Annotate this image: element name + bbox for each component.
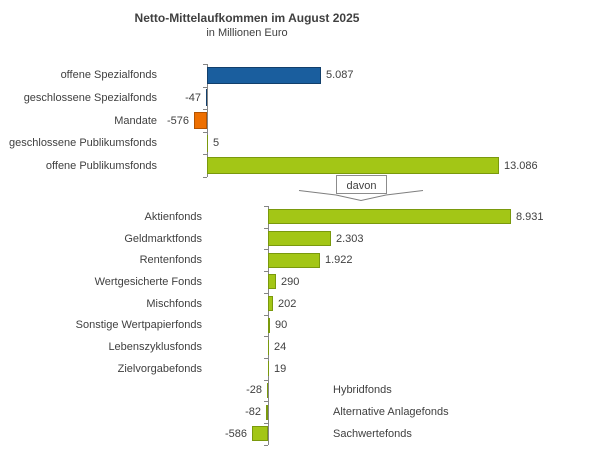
axis-tick [264, 315, 268, 316]
category-label: offene Publikumsfonds [45, 160, 157, 172]
value-label: -576 [166, 115, 189, 127]
category-label: Rentenfonds [139, 254, 202, 266]
axis-tick [264, 293, 268, 294]
value-label: 24 [274, 341, 287, 353]
category-label: Alternative Anlagefonds [333, 406, 449, 418]
bar [268, 361, 269, 376]
value-label: 290 [281, 276, 300, 288]
category-label: Mischfonds [146, 298, 202, 310]
category-label: Sachwertefonds [333, 428, 412, 440]
value-label: 5.087 [326, 69, 354, 81]
axis-tick [264, 271, 268, 272]
value-label: -82 [245, 406, 261, 418]
bar [268, 231, 331, 246]
bar [268, 209, 511, 224]
value-label: 202 [278, 298, 297, 310]
category-label: geschlossene Publikumsfonds [9, 137, 157, 149]
bar [207, 135, 208, 152]
value-label: 8.931 [516, 211, 544, 223]
bar [266, 405, 268, 420]
category-label: Geldmarktfonds [124, 233, 202, 245]
bar [268, 274, 276, 289]
category-label: Aktienfonds [144, 211, 202, 223]
bar [268, 318, 270, 333]
category-label: offene Spezialfonds [60, 69, 157, 81]
category-label: Sonstige Wertpapierfonds [75, 319, 202, 331]
value-label: -28 [246, 384, 262, 396]
value-label: 1.922 [325, 254, 353, 266]
axis-tick [203, 64, 207, 65]
value-label: 5 [213, 137, 220, 149]
axis-tick [264, 249, 268, 250]
axis-tick [264, 445, 268, 446]
axis-tick [264, 380, 268, 381]
davon-arrow-icon [298, 190, 424, 202]
bar [268, 340, 269, 355]
axis-tick [264, 358, 268, 359]
bar [267, 383, 268, 398]
axis-tick [264, 228, 268, 229]
category-label: Lebenszyklusfonds [108, 341, 202, 353]
axis-tick [203, 177, 207, 178]
davon-divider: davon [298, 175, 424, 202]
davon-label: davon [347, 180, 377, 192]
category-label: Zielvorgabefonds [117, 363, 202, 375]
value-label: 13.086 [504, 160, 538, 172]
axis-tick [203, 87, 207, 88]
chart-header: Netto-Mittelaufkommen im August 2025 in … [0, 11, 494, 40]
axis-tick [203, 132, 207, 133]
bar [207, 157, 499, 174]
value-label: -586 [224, 428, 247, 440]
axis-tick [264, 206, 268, 207]
category-label: Wertgesicherte Fonds [94, 276, 202, 288]
category-label: geschlossene Spezialfonds [23, 92, 157, 104]
bar [268, 253, 320, 268]
chart-subtitle: in Millionen Euro [206, 27, 288, 39]
axis-tick [264, 423, 268, 424]
davon-label-box [336, 175, 387, 194]
category-label: Mandate [114, 115, 157, 127]
value-label: -47 [185, 92, 201, 104]
value-label: 2.303 [336, 233, 364, 245]
axis-tick [264, 401, 268, 402]
bar [207, 67, 321, 84]
bar [194, 112, 207, 129]
axis-tick [203, 154, 207, 155]
axis-tick [203, 109, 207, 110]
bar [206, 89, 207, 106]
value-axis [207, 64, 208, 177]
value-label: 19 [274, 363, 287, 375]
axis-tick [264, 336, 268, 337]
value-label: 90 [275, 319, 288, 331]
category-label: Hybridfonds [333, 384, 392, 396]
bar [252, 426, 268, 441]
chart-title: Netto-Mittelaufkommen im August 2025 [134, 11, 360, 25]
bar [268, 296, 273, 311]
